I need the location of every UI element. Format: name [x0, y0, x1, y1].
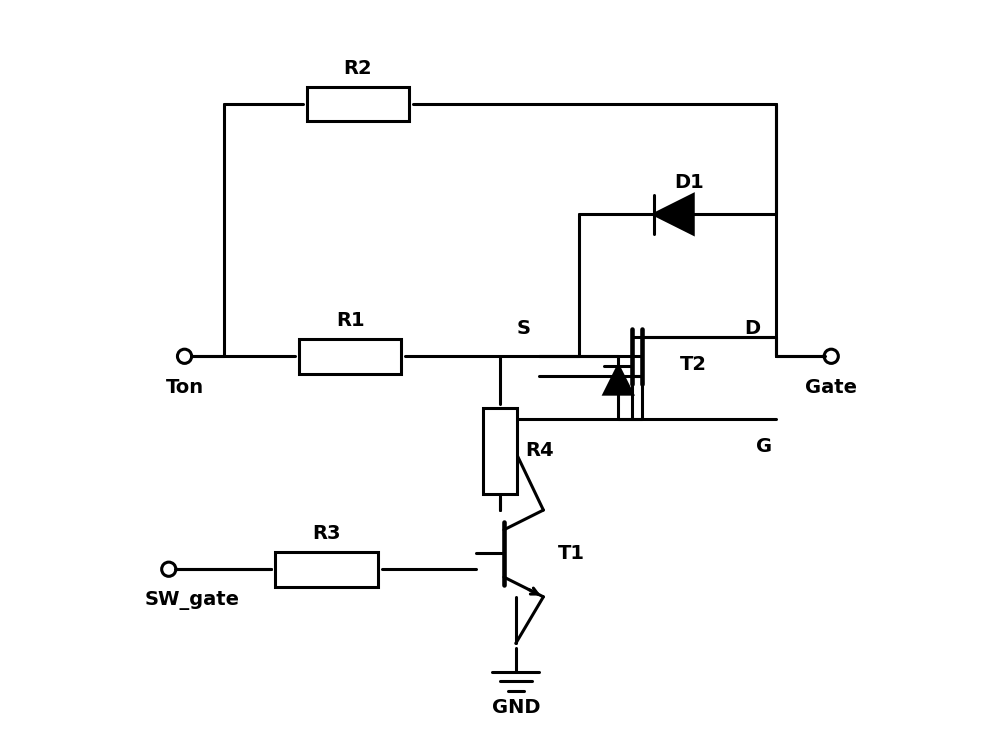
- Bar: [483, 408, 517, 494]
- Text: D1: D1: [674, 173, 704, 193]
- Text: GND: GND: [492, 698, 540, 717]
- Text: R1: R1: [336, 311, 364, 330]
- Text: T2: T2: [680, 355, 707, 374]
- Bar: [299, 339, 401, 374]
- Text: Gate: Gate: [805, 378, 857, 397]
- Text: D: D: [744, 319, 760, 338]
- Polygon shape: [654, 195, 693, 234]
- Text: SW_gate: SW_gate: [145, 591, 240, 611]
- Polygon shape: [604, 365, 632, 394]
- Text: G: G: [756, 438, 772, 456]
- Bar: [275, 552, 378, 587]
- Text: R2: R2: [344, 59, 372, 78]
- Text: R3: R3: [312, 524, 341, 543]
- Bar: [307, 86, 409, 121]
- Text: S: S: [517, 319, 531, 338]
- Text: R4: R4: [525, 441, 554, 460]
- Text: Ton: Ton: [165, 378, 204, 397]
- Text: T1: T1: [557, 544, 584, 563]
